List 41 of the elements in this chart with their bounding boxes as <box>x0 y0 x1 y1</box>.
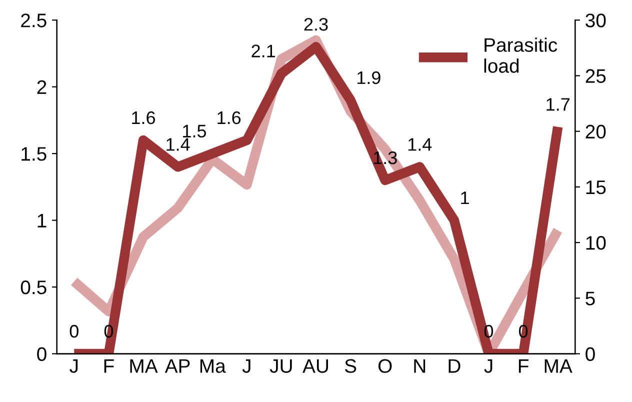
data-label: 0 <box>70 324 78 338</box>
x-tick-label: F <box>104 359 114 373</box>
x-tick-label: D <box>448 359 460 373</box>
data-label: 1.3 <box>374 151 397 164</box>
data-label: 1.9 <box>357 71 380 84</box>
x-tick-label: J <box>70 359 78 373</box>
data-label: 1.6 <box>218 111 241 124</box>
x-tick-label: N <box>414 359 426 373</box>
data-label: 1.4 <box>408 138 432 151</box>
y-tick-label: 1.5 <box>22 147 46 161</box>
x-tick-label: MA <box>130 359 158 373</box>
x-tick-label: F <box>518 359 528 373</box>
x-tick-label: O <box>378 359 392 373</box>
data-label: 2.3 <box>304 18 328 31</box>
y-tick-label: 0 <box>37 347 46 361</box>
x-tick-label: J <box>242 359 250 373</box>
x-tick-label: JU <box>270 359 292 373</box>
x-tick-label: MA <box>544 359 572 373</box>
y-tick-label: 2.5 <box>21 14 46 28</box>
y2-tick-label: 20 <box>586 124 606 139</box>
y2-tick-label: 0 <box>586 347 595 361</box>
x-tick-label: S <box>344 359 356 373</box>
y2-tick-label: 15 <box>586 180 606 194</box>
y-tick-label: 2 <box>37 80 46 94</box>
legend-label: Parasitic load <box>484 38 558 73</box>
data-label: 1.6 <box>132 111 156 124</box>
x-tick-label: Ma <box>200 359 226 373</box>
y2-tick-label: 30 <box>586 14 606 28</box>
data-label: 1.5 <box>183 124 206 138</box>
data-label: 1.7 <box>546 98 570 111</box>
y2-tick-label: 5 <box>586 292 595 306</box>
y2-tick-label: 25 <box>586 69 606 83</box>
x-tick-label: J <box>484 359 492 373</box>
y2-tick-label: 10 <box>586 236 606 250</box>
data-label: 2.1 <box>252 44 276 58</box>
x-tick-label: AP <box>164 359 190 373</box>
data-label: 1.4 <box>166 138 190 151</box>
y-tick-label: 1 <box>38 214 46 228</box>
y-tick-label: 0.5 <box>20 280 46 294</box>
data-label: 1 <box>461 192 469 204</box>
x-tick-label: AU <box>302 359 328 373</box>
